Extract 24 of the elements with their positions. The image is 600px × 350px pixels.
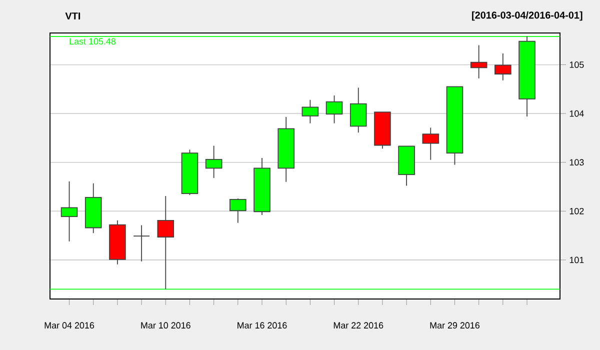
x-tick-label: Mar 22 2016 bbox=[334, 322, 384, 329]
y-tick-label: 105 bbox=[570, 62, 584, 68]
x-tick-label: Mar 10 2016 bbox=[141, 322, 190, 329]
candlestick bbox=[470, 44, 488, 79]
candlestick bbox=[230, 198, 246, 224]
x-tick-label: Mar 04 2016 bbox=[44, 322, 94, 329]
candlestick bbox=[326, 95, 343, 124]
candlestick bbox=[350, 87, 367, 134]
annotation: Last 105.48 bbox=[70, 38, 116, 45]
chart-subtitle: [2016-03-04/2016-04-01] bbox=[472, 11, 582, 21]
x-tick-label: Mar 16 2016 bbox=[238, 322, 287, 329]
y-tick-label: 104 bbox=[570, 110, 584, 117]
chart-title: VTI bbox=[65, 12, 80, 20]
candlestick bbox=[494, 53, 512, 81]
candlestick bbox=[302, 99, 319, 124]
candlestick bbox=[205, 145, 222, 178]
y-tick-label: 103 bbox=[570, 159, 584, 166]
x-tick-label: Mar 29 2016 bbox=[430, 322, 480, 329]
candlestick bbox=[133, 224, 150, 262]
candlestick bbox=[60, 180, 78, 242]
y-tick-label: 101 bbox=[570, 256, 584, 264]
y-tick-label: 102 bbox=[570, 208, 584, 214]
candlestick bbox=[422, 127, 440, 160]
candlestick bbox=[157, 196, 174, 290]
